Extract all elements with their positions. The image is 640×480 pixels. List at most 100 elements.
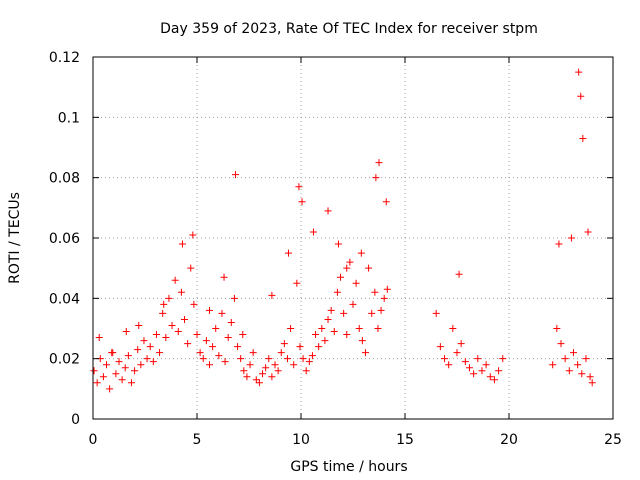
data-point <box>445 361 453 369</box>
data-point <box>184 340 192 348</box>
data-point <box>108 349 116 357</box>
data-point <box>265 355 273 363</box>
data-point <box>239 331 247 339</box>
data-point <box>340 309 348 317</box>
data-point <box>93 379 101 387</box>
y-axis-ticks: 0 0.02 0.04 0.06 0.08 0.1 0.12 <box>49 50 613 428</box>
data-point <box>577 92 585 100</box>
data-point <box>174 328 182 336</box>
data-point <box>160 300 168 308</box>
data-point <box>455 270 463 278</box>
data-point <box>127 379 135 387</box>
data-point <box>259 370 267 378</box>
data-point <box>143 355 151 363</box>
data-point <box>380 294 388 302</box>
data-point <box>365 264 373 272</box>
data-point <box>478 367 486 375</box>
data-point <box>486 373 494 381</box>
data-point <box>309 228 317 236</box>
data-point <box>355 325 363 332</box>
data-point <box>162 334 170 342</box>
data-point <box>103 361 111 369</box>
data-point <box>290 361 298 369</box>
data-point <box>482 361 490 369</box>
data-point <box>299 355 307 363</box>
data-point <box>358 337 366 345</box>
data-point <box>557 340 565 348</box>
data-point <box>193 331 201 339</box>
data-point <box>287 325 295 332</box>
x-axis-ticks: 0 5 10 15 20 25 <box>89 57 622 448</box>
data-point <box>246 361 254 369</box>
data-point <box>199 355 207 363</box>
data-point <box>209 343 217 351</box>
data-point <box>549 361 557 369</box>
data-point <box>215 352 223 360</box>
data-point <box>337 273 345 281</box>
data-point <box>115 358 123 366</box>
data-point <box>553 325 561 332</box>
data-point <box>99 373 107 381</box>
data-point <box>268 373 276 381</box>
data-point <box>177 288 185 296</box>
x-tick-label: 20 <box>500 432 518 448</box>
data-point <box>333 288 341 296</box>
data-point <box>135 321 143 329</box>
data-point <box>318 325 326 332</box>
data-point <box>95 334 103 342</box>
x-axis-label: GPS time / hours <box>290 459 407 475</box>
data-point <box>240 367 248 375</box>
data-point <box>361 349 369 357</box>
data-point <box>321 337 329 345</box>
data-point <box>368 309 376 317</box>
data-point <box>90 367 98 375</box>
data-point <box>457 340 465 348</box>
data-point <box>465 364 473 372</box>
data-point <box>436 343 444 351</box>
data-point <box>334 240 342 248</box>
data-point <box>302 367 310 375</box>
y-tick-label: 0.06 <box>49 231 80 247</box>
data-point <box>134 346 142 354</box>
y-tick-label: 0.02 <box>49 352 80 368</box>
data-point <box>262 364 270 372</box>
data-point <box>252 376 260 384</box>
data-point <box>205 361 213 369</box>
data-point <box>315 343 323 351</box>
data-point <box>231 171 239 179</box>
data-point <box>181 315 189 323</box>
data-point <box>461 358 469 366</box>
data-point <box>220 273 228 281</box>
data-point <box>377 306 385 314</box>
data-point <box>374 325 382 332</box>
data-point <box>383 285 391 293</box>
data-point <box>227 318 235 326</box>
y-tick-label: 0.12 <box>49 50 80 66</box>
data-point <box>190 300 198 308</box>
data-point <box>432 309 440 317</box>
data-point <box>305 358 313 366</box>
data-point <box>588 379 596 387</box>
x-tick-label: 10 <box>292 432 310 448</box>
data-point <box>343 331 351 339</box>
data-point <box>152 331 160 339</box>
data-point <box>122 328 130 336</box>
data-point <box>249 349 257 357</box>
data-point <box>327 306 335 314</box>
data-point <box>221 358 229 366</box>
y-axis-label: ROTI / TECUs <box>7 192 23 284</box>
data-point <box>565 367 573 375</box>
data-points <box>90 68 596 393</box>
data-point <box>324 315 332 323</box>
data-point <box>187 264 195 272</box>
data-point <box>346 258 354 266</box>
data-point <box>255 379 263 387</box>
data-point <box>330 328 338 336</box>
data-point <box>234 343 242 351</box>
data-point <box>490 376 498 384</box>
data-point <box>137 361 145 369</box>
data-point <box>349 300 357 308</box>
data-point <box>575 68 583 76</box>
data-point <box>574 361 582 369</box>
